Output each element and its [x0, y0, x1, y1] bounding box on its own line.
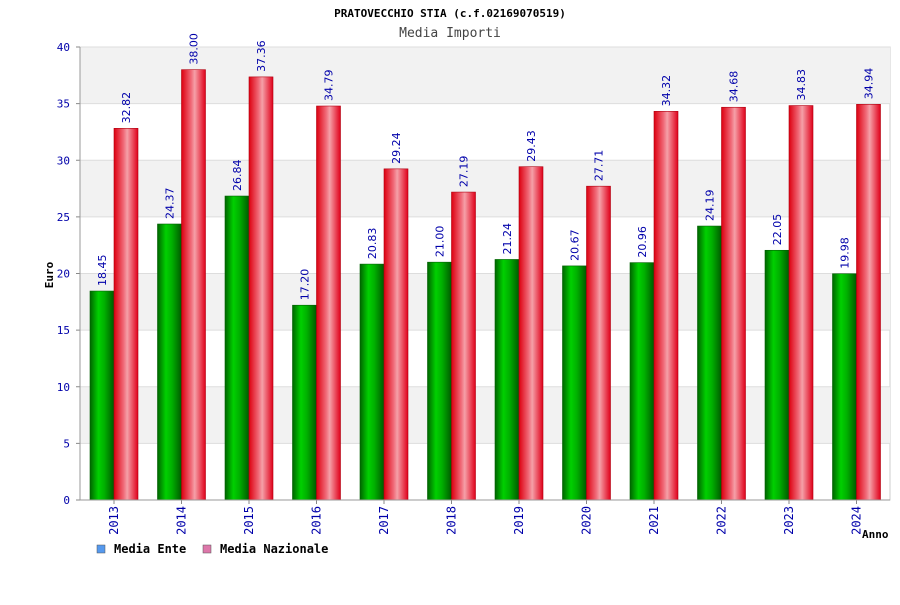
- value-label: 34.68: [728, 71, 741, 103]
- bar-media-nazionale: [653, 111, 679, 501]
- bars: [89, 69, 881, 501]
- bar-media-nazionale: [586, 185, 611, 501]
- x-tick-label: 2022: [715, 506, 729, 535]
- y-tick-label: 25: [57, 211, 70, 224]
- x-tick-label: 2015: [242, 506, 256, 535]
- grid-band: [80, 386, 890, 444]
- bar-media-nazionale: [383, 168, 409, 501]
- x-tick-label: 2021: [647, 506, 661, 535]
- value-label: 22.05: [771, 214, 784, 246]
- x-axis-label: Anno: [862, 528, 889, 541]
- bar-media-nazionale: [721, 106, 746, 501]
- x-tick-label: 2023: [782, 506, 796, 535]
- bar-media-nazionale: [788, 105, 814, 501]
- value-label: 24.37: [164, 188, 177, 220]
- value-label: 19.98: [839, 237, 852, 269]
- bar-media-nazionale: [856, 104, 881, 501]
- value-label: 34.79: [323, 70, 336, 102]
- value-label: 26.84: [231, 160, 244, 192]
- value-label: 29.24: [390, 132, 403, 164]
- bar-media-ente: [89, 290, 115, 501]
- legend-swatch: [202, 544, 212, 554]
- x-tick-label: 2024: [850, 506, 864, 535]
- value-label: 29.43: [525, 130, 538, 162]
- bar-media-nazionale: [181, 69, 206, 501]
- value-label: 20.96: [636, 226, 649, 258]
- value-label: 34.83: [795, 69, 808, 101]
- bar-media-nazionale: [518, 166, 544, 501]
- value-label: 21.24: [501, 223, 514, 255]
- value-label: 20.67: [569, 229, 582, 261]
- value-label: 21.00: [434, 226, 447, 258]
- bar-media-ente: [427, 261, 452, 501]
- y-axis-label: Euro: [43, 261, 56, 288]
- bar-media-ente: [832, 273, 857, 501]
- value-label: 34.32: [660, 75, 673, 107]
- legend-label: Media Nazionale: [220, 542, 328, 556]
- bar-media-ente: [494, 259, 520, 501]
- x-tick-label: 2020: [580, 506, 594, 535]
- bar-media-ente: [292, 304, 317, 501]
- legend-label: Media Ente: [114, 542, 186, 556]
- value-label: 20.83: [366, 228, 379, 260]
- value-label: 18.45: [96, 255, 109, 287]
- y-tick-label: 20: [57, 268, 70, 281]
- value-label: 17.20: [299, 269, 312, 301]
- bar-media-nazionale: [451, 191, 476, 501]
- value-label: 38.00: [188, 33, 201, 65]
- value-labels: 18.45 32.82 24.37 38.00 26.84 37.36 17.20 34.79…: [96, 33, 876, 300]
- grid-band: [80, 47, 890, 104]
- value-label: 34.94: [863, 68, 876, 100]
- y-tick-label: 10: [57, 381, 70, 394]
- bar-media-ente: [359, 263, 385, 501]
- value-label: 37.36: [255, 40, 268, 72]
- x-axis-ticks: 2013 2014 2015 2016 2017 2018 2019 2020 2021 2022…: [80, 499, 890, 535]
- y-tick-label: 0: [63, 494, 70, 507]
- bar-media-ente: [697, 225, 722, 501]
- x-tick-label: 2019: [512, 506, 526, 535]
- x-tick-label: 2014: [175, 506, 189, 535]
- legend-swatch: [96, 544, 106, 554]
- bar-media-nazionale: [316, 105, 341, 501]
- y-tick-label: 40: [57, 41, 70, 54]
- bar-media-ente: [157, 223, 182, 501]
- bar-media-ente: [629, 262, 655, 501]
- value-label: 24.19: [704, 190, 717, 222]
- bar-media-ente: [224, 195, 250, 501]
- y-axis-ticks: 0 5 10 15 20 25 30 35 40: [57, 41, 81, 507]
- x-tick-label: 2013: [107, 506, 121, 535]
- chart-title: PRATOVECCHIO STIA (c.f.02169070519): [334, 7, 566, 20]
- bar-media-ente: [562, 265, 587, 501]
- y-tick-label: 5: [63, 437, 70, 450]
- x-tick-label: 2018: [445, 506, 459, 535]
- value-label: 32.82: [120, 92, 133, 124]
- grid-band: [80, 273, 890, 331]
- chart-subtitle: Media Importi: [399, 26, 501, 41]
- legend: Media Ente Media Nazionale: [96, 542, 328, 556]
- y-tick-label: 30: [57, 154, 70, 167]
- value-label: 27.71: [593, 150, 606, 182]
- bar-media-nazionale: [248, 76, 274, 501]
- y-tick-label: 15: [57, 324, 70, 337]
- x-tick-label: 2016: [310, 506, 324, 535]
- bar-media-nazionale: [113, 128, 139, 501]
- x-tick-label: 2017: [377, 506, 391, 535]
- value-label: 27.19: [458, 156, 471, 188]
- grid-band: [80, 160, 890, 217]
- y-tick-label: 35: [57, 98, 70, 111]
- bar-media-ente: [764, 249, 790, 501]
